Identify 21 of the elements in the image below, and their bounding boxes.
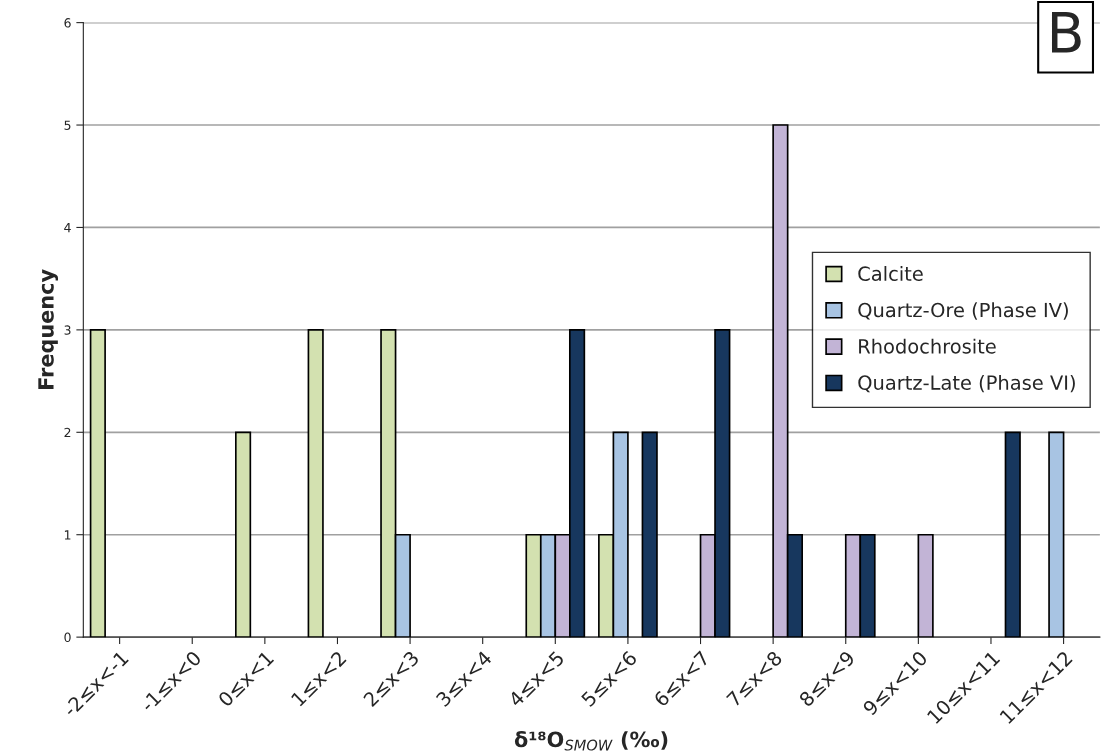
annotation: B bbox=[1051, 12, 1081, 53]
bar bbox=[307, 329, 324, 638]
x-axis-title: δ¹⁸O$_{SMOW}$ (‰) bbox=[514, 730, 668, 751]
bar bbox=[89, 329, 106, 638]
bar bbox=[234, 431, 252, 638]
bar bbox=[917, 533, 934, 638]
y-tick-label: 2 bbox=[64, 427, 71, 438]
bar bbox=[1004, 431, 1021, 638]
y-tick-label: 4 bbox=[64, 223, 71, 233]
legend-label: Calcite bbox=[858, 265, 923, 282]
y-tick-label: 5 bbox=[64, 120, 71, 130]
y-tick-label: 1 bbox=[64, 530, 71, 540]
legend-label: Quartz-Late (Phase VI) bbox=[858, 374, 1075, 393]
bar bbox=[1048, 431, 1065, 638]
legend-label: Rhodochrosite bbox=[859, 338, 996, 354]
y-tick-label: 3 bbox=[64, 325, 71, 335]
y-axis-title: Frequency bbox=[38, 269, 59, 389]
bar bbox=[641, 431, 658, 638]
y-tick-label: 6 bbox=[64, 18, 71, 28]
legend-label: Quartz-Ore (Phase IV) bbox=[858, 302, 1068, 320]
y-tick-label: 0 bbox=[64, 632, 71, 643]
